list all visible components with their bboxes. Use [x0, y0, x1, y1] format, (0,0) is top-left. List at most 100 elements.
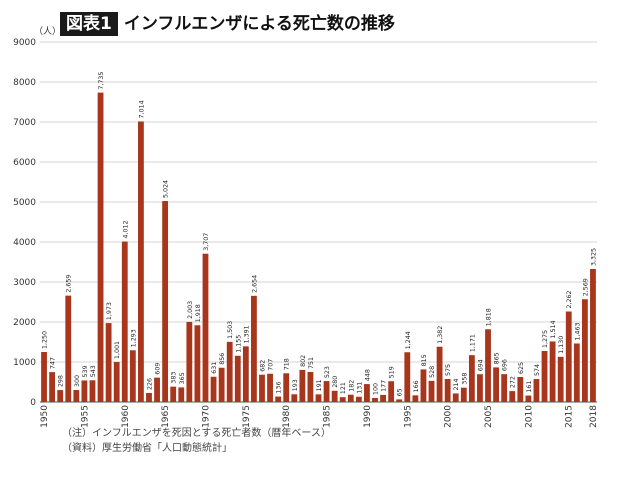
bar-value-label: 631 [211, 362, 218, 374]
x-tick-label: 2015 [565, 405, 575, 428]
bar-value-label: 358 [461, 373, 468, 385]
y-tick-label: 6000 [13, 158, 36, 168]
bar-value-label: 751 [308, 357, 315, 369]
bar [234, 355, 241, 402]
note-line: （注）インフルエンザを死因とする死亡者数（暦年ベース） [62, 428, 331, 439]
bar [291, 394, 298, 402]
bar-value-label: 696 [502, 359, 509, 371]
gridlines [40, 41, 597, 403]
x-axis: 1950 1955 1960 1965 1970 1975 1980 1985 1990 1995… [40, 405, 599, 428]
bar [468, 355, 475, 402]
bar [549, 341, 556, 402]
bar [493, 367, 500, 402]
bar [129, 350, 136, 402]
bar [372, 398, 378, 402]
bar [355, 396, 362, 402]
bar [162, 201, 169, 402]
y-tick-label: 9000 [13, 38, 36, 48]
x-tick-label: 1995 [403, 405, 413, 428]
bar [581, 299, 588, 402]
y-axis: 0 1000 2000 3000 4000 5000 6000 7000 8000 9000（人） [13, 26, 61, 408]
bar-value-label: 802 [300, 355, 307, 367]
bar-value-label: 523 [324, 366, 331, 378]
y-tick-label: 7000 [13, 118, 36, 128]
bar-value-label: 682 [259, 360, 266, 372]
bars [41, 92, 596, 402]
bar [444, 379, 451, 402]
bar-value-label: 136 [276, 382, 283, 394]
bar [517, 377, 524, 402]
bar-value-label: 609 [155, 363, 162, 375]
bar-value-label: 519 [389, 366, 396, 378]
bar [210, 376, 217, 402]
bar-value-label: 448 [364, 369, 371, 381]
bar [557, 356, 564, 402]
bar-value-label: 2,262 [566, 290, 573, 308]
bar [339, 397, 346, 402]
bar-value-label: 177 [381, 380, 388, 392]
bar-value-label: 1,250 [42, 331, 49, 349]
bar [541, 351, 548, 402]
bar-value-label: 4,012 [122, 220, 129, 238]
bar-value-label: 1,275 [542, 330, 549, 348]
chart-title: 図表1 インフルエンザによる死亡数の推移 [60, 12, 395, 36]
bar [452, 393, 459, 402]
x-tick-label: 2005 [484, 405, 494, 428]
bar [186, 321, 193, 402]
bar [259, 374, 265, 402]
bar [396, 399, 403, 402]
source-line: （資料）厚生労働省「人口動態統計」 [62, 443, 232, 454]
x-tick-label: 1975 [242, 405, 252, 428]
bar [73, 390, 80, 402]
x-tick-label: 1970 [201, 405, 211, 428]
bar [146, 392, 152, 402]
bar [154, 377, 160, 402]
bar [202, 253, 209, 402]
bar [41, 352, 47, 402]
x-tick-label: 1965 [161, 405, 171, 428]
bar-value-label: 1,155 [235, 335, 242, 353]
bar-value-label: 2,003 [187, 301, 194, 319]
bar-value-label: 214 [453, 378, 460, 390]
bar-value-label: 856 [219, 353, 226, 365]
bar-value-label: 1,391 [243, 325, 250, 343]
bar-value-label: 193 [292, 379, 299, 391]
bar [226, 341, 233, 402]
bar-value-label: 574 [534, 364, 541, 376]
bar-value-label: 166 [413, 380, 420, 392]
bar-value-label: 1,001 [114, 341, 121, 359]
bar [57, 390, 64, 402]
bar [267, 373, 273, 402]
x-tick-label: 2000 [444, 405, 454, 428]
bar-value-label: 65 [397, 388, 404, 396]
bar [283, 373, 290, 402]
y-tick-label: 1000 [13, 358, 36, 368]
y-axis-unit: （人） [34, 26, 61, 37]
x-tick-label: 1950 [40, 405, 50, 428]
bar [275, 396, 282, 402]
bar-value-label: 2,659 [66, 275, 73, 293]
bar [97, 92, 104, 402]
bar-value-label: 528 [429, 366, 436, 378]
bar-value-label: 718 [284, 358, 291, 370]
bar [218, 367, 225, 402]
bar [573, 343, 580, 402]
bar-value-label: 625 [518, 362, 525, 374]
bar-value-label: 2,654 [251, 275, 258, 293]
bar [347, 394, 354, 402]
chart-title-text: インフルエンザによる死亡数の推移 [123, 14, 395, 34]
y-tick-label: 5000 [13, 198, 36, 208]
bar [533, 379, 540, 402]
bar-value-label: 3,325 [590, 248, 597, 266]
bar-value-label: 539 [82, 365, 89, 377]
bar-value-label: 707 [268, 359, 275, 371]
bar [49, 372, 56, 402]
figure-number-badge: 図表1 [60, 12, 118, 36]
bar [509, 391, 516, 402]
bar-value-label: 1,293 [130, 329, 137, 347]
bar [323, 381, 330, 402]
bar [65, 295, 72, 402]
x-tick-label: 1980 [282, 405, 292, 428]
bar-value-label: 1,130 [558, 336, 565, 354]
